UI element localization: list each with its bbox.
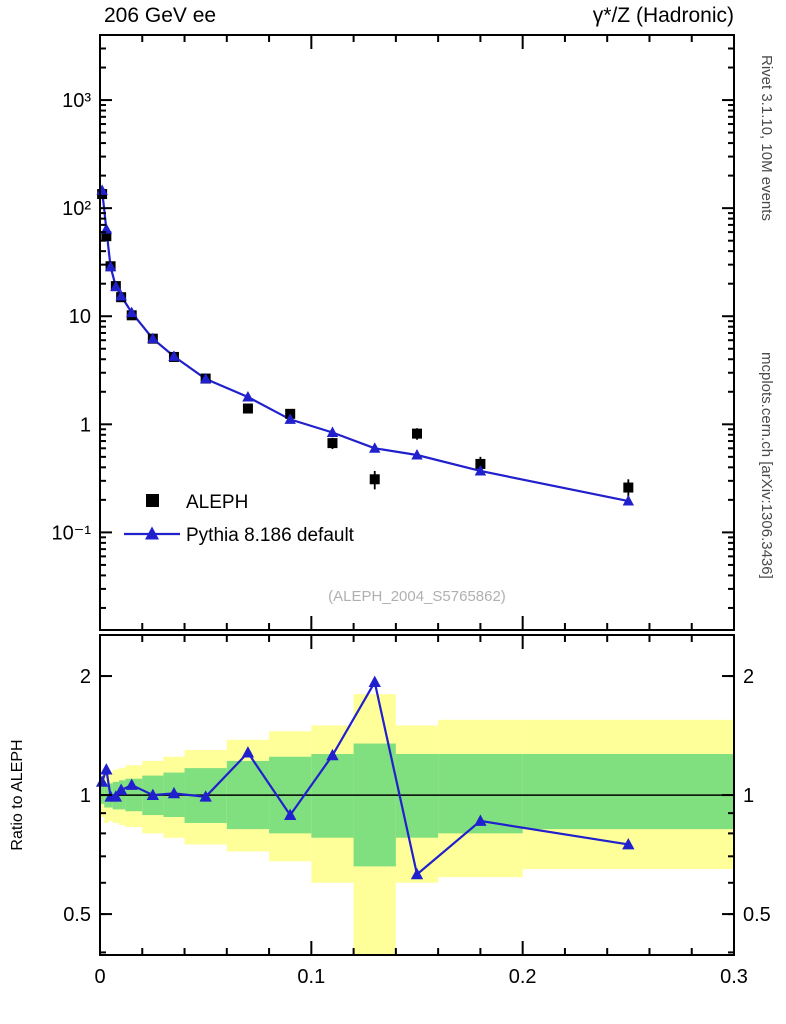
- aleph-point: [475, 458, 486, 469]
- main-series-group: [96, 184, 635, 506]
- ratio-point: [125, 778, 138, 790]
- pythia-point: [100, 223, 113, 234]
- y-axis-tick-label: 10: [69, 306, 91, 328]
- x-axis-tick-label: 0.3: [720, 966, 748, 988]
- ratio-point: [622, 837, 635, 850]
- y-axis-tick-label: 1: [80, 414, 91, 436]
- pythia-point: [104, 260, 117, 272]
- ratio-point: [284, 808, 297, 820]
- pythia-point: [474, 464, 487, 476]
- aleph-point: [327, 438, 338, 449]
- uncertainty-band-green: [395, 754, 439, 838]
- ratio-point: [146, 788, 160, 800]
- analysis-watermark: (ALEPH_2004_S5765862): [328, 588, 506, 605]
- x-axis-tick-label: 0.1: [297, 966, 325, 988]
- pythia-point: [115, 289, 127, 301]
- legend-pythia-label: Pythia 8.186 default: [186, 525, 355, 546]
- ratio-point: [368, 675, 381, 688]
- pythia-point: [411, 449, 423, 460]
- pythia-point: [284, 413, 296, 424]
- ratio-y-axis-label: Ratio to ALEPH: [9, 739, 26, 850]
- aleph-point: [242, 403, 253, 414]
- ratio-point: [474, 814, 487, 826]
- plot-title-right: γ*/Z (Hadronic): [593, 4, 734, 27]
- plot-title-left: 206 GeV ee: [104, 4, 216, 27]
- y-axis-tick-label: 1: [80, 785, 91, 807]
- pythia-point: [242, 390, 254, 402]
- y-axis-tick-label: 10³: [62, 90, 91, 112]
- ratio-point: [199, 790, 212, 802]
- aleph-point: [101, 231, 112, 242]
- pythia-point: [168, 350, 180, 361]
- y-axis-tick-label-right: 1: [743, 785, 754, 807]
- y-axis-tick-label-right: 0.5: [743, 904, 771, 926]
- ratio-point: [326, 748, 339, 761]
- uncertainty-band-green: [311, 754, 354, 838]
- bands-group: [100, 694, 734, 955]
- pythia-point: [622, 495, 635, 506]
- rivet-version-label: Rivet 3.1.10, 10M events: [758, 55, 775, 221]
- legend-aleph-label: ALEPH: [186, 492, 248, 513]
- ratio-point: [241, 746, 255, 758]
- pythia-point: [147, 332, 159, 344]
- y-axis-tick-label: 0.5: [63, 904, 91, 926]
- y-axis-tick-label: 2: [80, 666, 91, 688]
- aleph-point: [412, 428, 422, 439]
- pythia-point: [126, 306, 138, 318]
- aleph-point: [369, 474, 380, 485]
- uncertainty-band-green: [353, 743, 396, 867]
- axes-group: 0 0.1 0.2 0.3 10³ 10² 10 1 10⁻¹ 2 2 1 1 0.5 0.5: [52, 34, 771, 988]
- pythia-line: [101, 190, 629, 503]
- pythia-point: [199, 372, 212, 384]
- ratio-series-group: [95, 675, 635, 880]
- pythia-point: [369, 442, 381, 453]
- legend-aleph-square-icon: [146, 494, 159, 507]
- legend-pythia-triangle-icon: [145, 526, 159, 540]
- uncertainty-band-green: [522, 754, 734, 830]
- pythia-point: [110, 280, 122, 292]
- aleph-point: [623, 482, 634, 493]
- legend: ALEPH Pythia 8.186 default: [124, 492, 355, 546]
- ratio-point: [114, 783, 128, 795]
- y-axis-tick-label-right: 2: [743, 666, 754, 688]
- y-axis-tick-label: 10⁻¹: [52, 522, 92, 544]
- y-axis-tick-label: 10²: [62, 198, 91, 220]
- ratio-point: [109, 790, 123, 802]
- ratio-point: [410, 867, 424, 880]
- x-axis-tick-label: 0.2: [509, 966, 537, 988]
- ratio-point: [100, 763, 113, 775]
- pythia-point: [326, 426, 339, 437]
- x-axis-tick-label: 0: [94, 966, 105, 988]
- mcplots-reference-label: mcplots.cern.ch [arXiv:1306.3436]: [758, 352, 775, 579]
- ratio-point: [167, 786, 181, 799]
